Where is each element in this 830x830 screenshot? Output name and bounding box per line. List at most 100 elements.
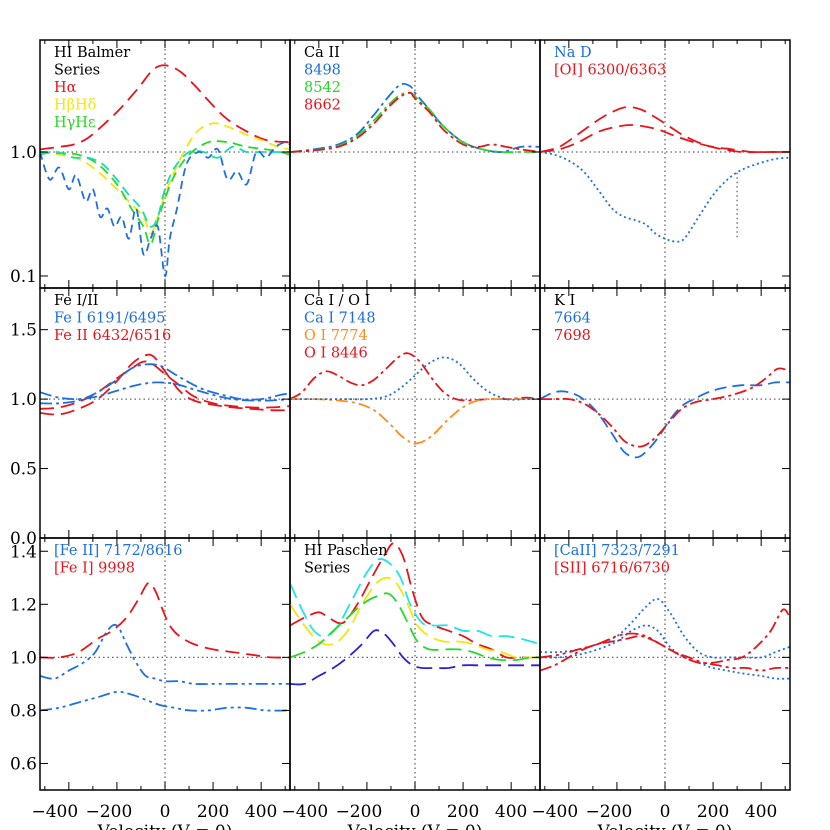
series-group xyxy=(540,598,790,680)
x-tick-label: 0 xyxy=(410,802,421,822)
y-tick-label: 0.8 xyxy=(10,701,37,721)
series-line-3 xyxy=(290,91,540,153)
legend-label: Fe I 6191/6495 xyxy=(54,311,165,327)
legend-label: 8498 xyxy=(304,63,341,79)
series-line-5 xyxy=(290,629,540,686)
series-group xyxy=(540,367,790,459)
legend-label: Ca I 7148 xyxy=(304,311,376,327)
legend-label: Hα xyxy=(54,80,77,96)
series-group xyxy=(290,352,540,445)
x-tick-label: 0 xyxy=(160,802,171,822)
series-line-4 xyxy=(540,632,790,672)
panel-p3: Na D [OI] 6300/6363 xyxy=(539,39,791,289)
legend-label: 8542 xyxy=(304,80,341,96)
y-tick-label: 1.4 xyxy=(10,542,37,562)
series-line-3 xyxy=(540,608,790,672)
x-tick-label: 200 xyxy=(697,802,729,822)
y-tick-label: 0.0 xyxy=(10,529,37,549)
series-line-2 xyxy=(540,624,790,680)
x-tick-label: 200 xyxy=(447,802,479,822)
legend-label: 7664 xyxy=(554,311,591,327)
x-tick-label: 400 xyxy=(495,802,527,822)
legend-label: [Fe I] 9998 xyxy=(54,561,135,577)
legend-label: Ca I / O I xyxy=(304,293,370,309)
series-group xyxy=(290,542,540,686)
x-tick-label: −200 xyxy=(586,802,633,822)
series-line-4 xyxy=(290,592,540,662)
legend-label: Series xyxy=(304,561,350,577)
legend-label: [SII] 6716/6730 xyxy=(554,561,670,577)
series-group xyxy=(40,353,290,416)
series-line-2 xyxy=(40,122,290,235)
legend-label: Fe I/II xyxy=(54,293,99,309)
panel-p8: −400 −200 0 200 400 Velocity (V = 0) HI Pasche… xyxy=(281,537,541,830)
legend-label: 8662 xyxy=(304,98,341,114)
y-tick-label: 1.0 xyxy=(10,648,37,668)
legend-label: K I xyxy=(554,293,575,309)
x-tick-label: 0 xyxy=(660,802,671,822)
series-group xyxy=(40,582,290,712)
x-tick-label: −200 xyxy=(86,802,133,822)
legend-label: Ca II xyxy=(304,45,340,61)
x-axis-label: Velocity (V = 0) xyxy=(347,822,483,830)
x-tick-label: 200 xyxy=(197,802,229,822)
x-axis-label: Velocity (V = 0) xyxy=(597,822,733,830)
legend-label: HI Balmer xyxy=(54,45,130,61)
y-tick-label: 1.0 xyxy=(10,143,37,163)
y-tick-label: 1.5 xyxy=(10,321,37,341)
series-line-3 xyxy=(540,151,790,243)
series-line-1 xyxy=(290,82,540,153)
x-tick-label: 400 xyxy=(745,802,777,822)
series-line-4 xyxy=(40,381,290,402)
y-tick-label: 1.0 xyxy=(10,390,37,410)
legend-label: HγHε xyxy=(54,115,95,131)
series-line-3 xyxy=(290,576,540,659)
series-line-1 xyxy=(40,353,290,416)
y-tick-label: 0.5 xyxy=(10,460,37,480)
series-line-3 xyxy=(290,356,540,401)
series-line-3 xyxy=(40,363,290,405)
series-line-1 xyxy=(40,582,290,659)
legend-label: HβHδ xyxy=(54,98,96,114)
series-line-1 xyxy=(40,64,290,151)
legend-label: Na D xyxy=(554,45,592,61)
series-line-2 xyxy=(290,398,540,445)
legend-label: [CaII] 7323/7291 xyxy=(554,543,680,559)
x-tick-label: −400 xyxy=(531,802,578,822)
y-tick-label: 0.6 xyxy=(10,754,37,774)
series-group xyxy=(540,106,790,243)
x-tick-label: −400 xyxy=(281,802,328,822)
series-line-2 xyxy=(290,558,540,645)
y-tick-label: 1.2 xyxy=(10,595,37,615)
series-line-2 xyxy=(540,124,790,154)
legend-label: [OI] 6300/6363 xyxy=(554,63,666,79)
legend-label: O I 8446 xyxy=(304,346,368,362)
x-tick-label: 400 xyxy=(245,802,277,822)
legend-label: HI Paschen xyxy=(304,543,388,559)
legend-label: Fe II 6432/6516 xyxy=(54,328,171,344)
legend-label: Series xyxy=(54,63,100,79)
series-line-1 xyxy=(540,381,790,459)
series-line-3 xyxy=(40,690,290,712)
series-line-2 xyxy=(540,367,790,448)
series-group xyxy=(290,82,540,154)
series-line-5 xyxy=(40,141,290,277)
series-line-1 xyxy=(290,542,540,659)
series-line-1 xyxy=(540,106,790,154)
panel-p9: −400 −200 0 200 400 Velocity (V = 0) [CaII] 73… xyxy=(531,537,791,830)
series-line-4 xyxy=(40,145,290,228)
series-line-2 xyxy=(40,623,290,685)
legend-label: O I 7774 xyxy=(304,328,368,344)
legend-label: [Fe II] 7172/8616 xyxy=(54,543,183,559)
series-line-3 xyxy=(40,140,290,246)
series-group xyxy=(40,64,290,277)
x-tick-label: −400 xyxy=(31,802,78,822)
panel-p7: 0.6 0.8 1.0 1.2 1.4 −400 −200 0 200 400 Velocity (… xyxy=(10,537,291,830)
x-axis-label: Velocity (V = 0) xyxy=(97,822,233,830)
legend-label: 7698 xyxy=(554,328,591,344)
